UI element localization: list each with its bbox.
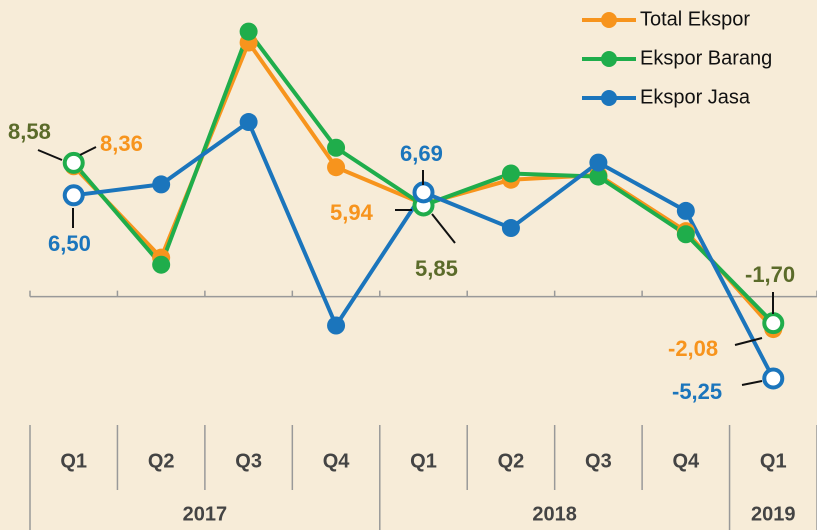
data-label: -5,25 [672,379,722,404]
data-label: 8,58 [8,119,51,144]
data-label: 6,69 [400,141,443,166]
leader-line [431,213,456,244]
x-tick-label: Q1 [410,450,437,472]
data-point [327,138,346,157]
x-tick-label: Q1 [760,450,787,472]
leader-line [37,149,63,161]
legend-label: Ekspor Barang [640,47,772,69]
x-tick-label: Q4 [672,450,700,472]
data-point [589,167,608,186]
leader-line [741,380,763,386]
legend-label: Ekspor Jasa [640,86,751,108]
data-point [327,158,346,177]
data-point [501,164,520,183]
legend-marker [601,90,617,106]
data-point [412,181,435,204]
x-tick-label: Q2 [148,450,175,472]
data-point [327,316,346,335]
legend-marker [601,12,617,28]
legend-label: Total Ekspor [640,8,750,30]
group-label: 2017 [183,503,228,525]
data-point [239,113,258,132]
data-point [589,153,608,172]
leader-line [734,337,763,346]
data-point [762,367,785,390]
data-point [152,255,171,274]
x-tick-label: Q2 [498,450,525,472]
x-tick-label: Q3 [585,450,612,472]
data-label: 6,50 [48,231,91,256]
data-label: 5,85 [415,256,458,281]
data-label: 8,36 [100,131,143,156]
data-label: -1,70 [745,262,795,287]
data-label: -2,08 [668,336,718,361]
data-point [676,225,695,244]
data-point [239,22,258,41]
data-point [62,184,85,207]
x-tick-label: Q3 [235,450,262,472]
group-label: 2018 [532,503,577,525]
data-point [501,219,520,238]
data-point [676,201,695,220]
leader-line [79,146,97,156]
legend-marker [601,51,617,67]
x-tick-label: Q1 [60,450,87,472]
data-point [762,312,785,335]
x-tick-label: Q4 [323,450,351,472]
data-point [152,175,171,194]
group-label: 2019 [751,503,796,525]
data-point [62,151,85,174]
data-label: 5,94 [330,200,374,225]
